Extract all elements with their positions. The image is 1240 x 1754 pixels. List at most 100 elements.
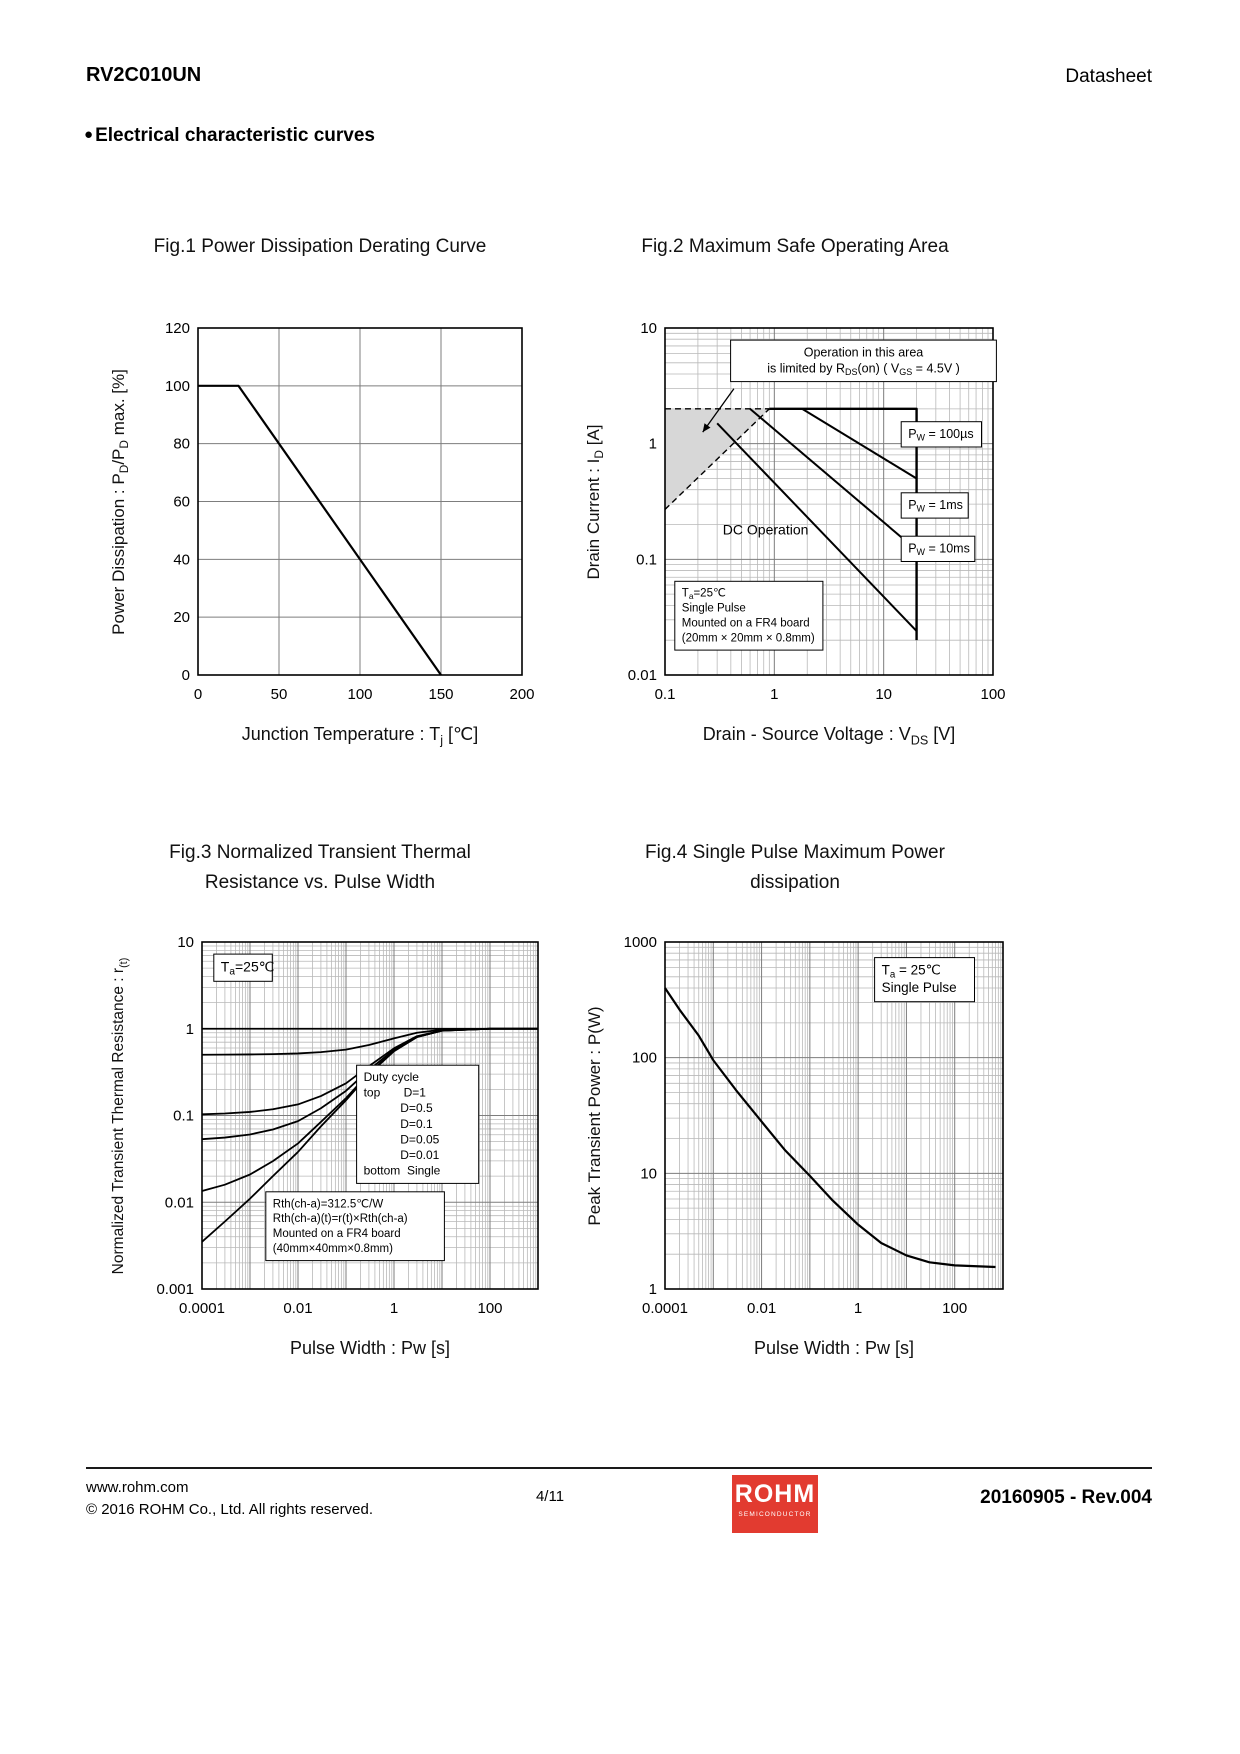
svg-text:80: 80 [173,436,190,453]
svg-text:100: 100 [942,1300,967,1317]
svg-text:D=0.5: D=0.5 [364,1101,433,1115]
svg-text:10: 10 [640,1165,657,1182]
footer-revision: 20160905 - Rev.004 [980,1487,1152,1508]
svg-text:0.0001: 0.0001 [179,1300,225,1317]
svg-text:is limited by RDS(on) ( VGS =: is limited by RDS(on) ( VGS = 4.5V ) [767,362,960,378]
svg-text:top D=1: top D=1 [364,1086,427,1100]
fig4-x-axis-label: Pulse Width : Pw [s] [753,1338,915,1358]
svg-text:Operation in this area: Operation in this area [804,345,924,359]
fig2-dc-operation-label: DC Operation [723,522,809,538]
svg-text:100: 100 [980,686,1005,703]
svg-text:PW = 1ms: PW = 1ms [908,498,963,513]
svg-text:1: 1 [854,1300,862,1317]
fig3-chart: 0.0001 0.01 1 100 0.001 0.01 0.1 1 10 Ta=25℃ Duty … [156,934,539,1317]
fig2-pw-10ms-label: PW = 10ms [900,535,976,562]
fig2-rdson-limited-region [665,408,770,510]
svg-text:120: 120 [165,320,190,337]
svg-text:60: 60 [173,494,190,511]
fig3-block: Fig.3 Normalized Transient Thermal Resis… [90,838,550,1374]
svg-text:1: 1 [390,1300,398,1317]
svg-text:0.1: 0.1 [655,686,676,703]
fig1-derating-curve [198,384,442,676]
fig4-title-line1: Fig.4 Single Pulse Maximum Power [645,842,945,863]
svg-text:10: 10 [640,320,657,337]
svg-text:Mounted on a FR4 board: Mounted on a FR4 board [273,1228,401,1240]
svg-text:1000: 1000 [624,934,657,951]
svg-text:1: 1 [649,1281,657,1298]
fig2-y-axis-label: Drain Current : ID [A] [583,423,607,580]
fig2-operation-note: Operation in this area is limited by RDS(… [730,339,997,383]
svg-text:150: 150 [428,686,453,703]
fig2-chart-area: 0.1 1 10 100 0.01 0.1 1 10 Operation in this are… [565,310,1025,760]
svg-text:100: 100 [632,1050,657,1067]
fig2-conditions-note: Ta=25℃ Single Pulse Mounted on a FR4 board… [674,580,824,651]
fig3-duty-cycle-legend: Duty cycle top D=1 D=0.5 D=0.1 D=0.05 D=0… [356,1064,480,1184]
fig4-chart-area: 0.0001 0.01 1 100 1 10 100 1000 Ta = 25℃ Single P… [565,924,1025,1374]
rohm-logo: ROHM SEMICONDUCTOR [732,1475,818,1533]
svg-text:Mounted on a FR4 board: Mounted on a FR4 board [682,618,810,630]
fig2-block: Fig.2 Maximum Safe Operating Area 0.1 1 10… [565,228,1025,760]
svg-text:DC Operation: DC Operation [723,522,809,538]
svg-text:Rth(ch-a)(t)=r(t)×Rth(ch-a): Rth(ch-a)(t)=r(t)×Rth(ch-a) [273,1213,408,1225]
fig2-pw-100us-label: PW = 100µs [900,421,983,448]
svg-text:Duty cycle: Duty cycle [364,1070,420,1084]
svg-text:200: 200 [509,686,534,703]
svg-text:0: 0 [194,686,202,703]
svg-text:bottom Single: bottom Single [364,1164,441,1178]
svg-text:0.1: 0.1 [173,1108,194,1125]
fig3-title-line2: Resistance vs. Pulse Width [204,872,436,893]
svg-text:1: 1 [770,686,778,703]
footer-page-number: 4/11 [535,1488,565,1505]
svg-text:PW = 100µs: PW = 100µs [908,427,973,443]
fig2-pw-100us-line [801,407,918,480]
fig2-tick-labels: 0.1 1 10 100 0.01 0.1 1 10 [628,320,1006,703]
fig4-block: Fig.4 Single Pulse Maximum Power dissipa… [565,838,1025,1374]
svg-text:20: 20 [173,609,190,626]
fig2-pw-1ms-label: PW = 1ms [900,492,969,519]
document-type: Datasheet [1065,66,1152,87]
svg-text:0.001: 0.001 [156,1281,194,1298]
fig1-chart-area: 0 50 100 150 200 0 20 40 60 80 100 120 Power Dissip… [90,310,550,760]
fig4-y-axis-label: Peak Transient Power : P(W) [585,1005,604,1226]
part-number: RV2C010UN [86,64,202,86]
svg-text:D=0.01: D=0.01 [364,1148,440,1162]
fig3-y-axis-label: Normalized Transient Thermal Resistance … [109,957,131,1274]
section-title-text: Electrical characteristic curves [95,125,375,146]
svg-text:0.01: 0.01 [628,667,657,684]
svg-text:Rth(ch-a)=312.5℃/W: Rth(ch-a)=312.5℃/W [273,1198,384,1210]
fig3-single-pulse-curve [201,1027,538,1243]
svg-text:1: 1 [649,436,657,453]
fig4-plot-frame [664,941,1004,1290]
svg-text:(20mm × 20mm × 0.8mm): (20mm × 20mm × 0.8mm) [682,633,815,645]
fig2-title: Fig.2 Maximum Safe Operating Area [641,236,949,257]
svg-text:0.01: 0.01 [165,1194,194,1211]
fig3-plot-frame [201,941,539,1290]
fig3-ta-note: Ta=25℃ [213,953,275,982]
fig1-plot-frame [197,327,523,676]
svg-text:Ta=25℃: Ta=25℃ [221,959,275,978]
fig1-block: Fig.1 Power Dissipation Derating Curve 0… [90,228,550,760]
fig3-title-line1: Fig.3 Normalized Transient Thermal [169,842,471,863]
fig1-y-axis-label: Power Dissipation : PD/PD max. [%] [108,368,132,635]
svg-text:1: 1 [186,1021,194,1038]
fig3-x-axis-label: Pulse Width : Pw [s] [289,1338,451,1358]
svg-text:100: 100 [347,686,372,703]
section-title: ● Electrical characteristic curves [84,125,375,147]
fig1-title: Fig.1 Power Dissipation Derating Curve [153,236,487,257]
fig1-chart: 0 50 100 150 200 0 20 40 60 80 100 120 [165,320,535,703]
fig2-plot-frame [664,327,994,676]
svg-text:40: 40 [173,551,190,568]
fig3-chart-area: 0.0001 0.01 1 100 0.001 0.01 0.1 1 10 Ta=25℃ Duty … [90,924,550,1374]
section-bullet-icon: ● [84,126,94,143]
fig4-grid-minor [665,942,1003,1289]
rohm-logo-subtext: SEMICONDUCTOR [738,1511,812,1518]
svg-text:10: 10 [177,934,194,951]
svg-text:Single Pulse: Single Pulse [882,980,957,995]
svg-text:Ta = 25℃: Ta = 25℃ [882,963,941,981]
fig4-tick-labels: 0.0001 0.01 1 100 1 10 100 1000 [624,934,968,1317]
fig4-title-line2: dissipation [750,872,840,893]
fig1-tick-labels: 0 50 100 150 200 0 20 40 60 80 100 120 [165,320,535,703]
fig2-chart: 0.1 1 10 100 0.01 0.1 1 10 Operation in this are… [628,320,1006,703]
